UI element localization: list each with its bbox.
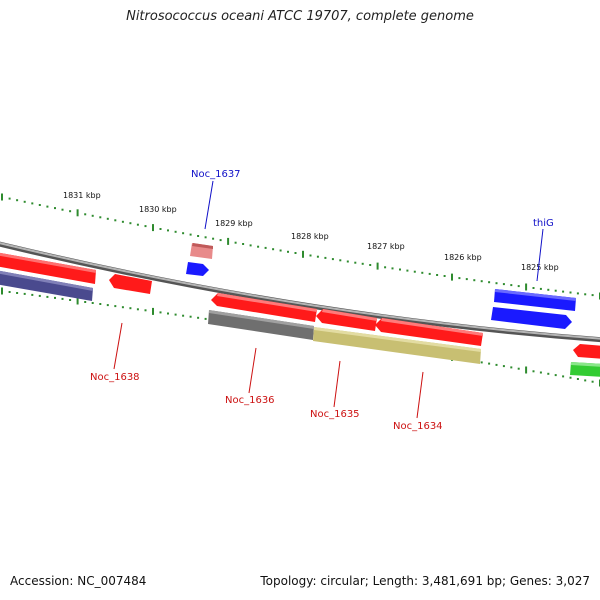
gene-noc-1635-strip[interactable] (313, 327, 481, 364)
gene-right-green-shade (571, 362, 600, 367)
gene-noc-1635[interactable] (316, 309, 377, 331)
gene-noc-1637[interactable] (190, 243, 213, 259)
gene-noc-1636-shade (217, 293, 317, 312)
leader-noc-1636 (248, 347, 257, 394)
gene-right-red[interactable] (573, 344, 600, 359)
gene-thiG[interactable] (494, 289, 576, 311)
gene-left-navy-shade (0, 270, 93, 291)
accession-footer: Accession: NC_007484 (10, 574, 147, 588)
gene-noc-1636[interactable] (211, 293, 317, 322)
kbp-label-1831: 1831 kbp (63, 191, 101, 200)
gene-noc-1637-arrow[interactable] (186, 262, 209, 276)
leader-noc-1637 (204, 180, 214, 230)
label-noc-1636[interactable]: Noc_1636 (225, 395, 275, 406)
gene-noc-1634[interactable] (375, 318, 483, 346)
genome-backbone-highlight (0, 242, 600, 340)
gene-noc-1636-strip[interactable] (208, 310, 314, 340)
label-noc-1637[interactable]: Noc_1637 (191, 169, 241, 180)
summary-footer: Topology: circular; Length: 3,481,691 bp… (260, 574, 590, 588)
label-noc-1634[interactable]: Noc_1634 (393, 421, 443, 432)
label-noc-1638[interactable]: Noc_1638 (90, 372, 140, 383)
gene-left-red[interactable] (0, 252, 96, 284)
label-noc-1635[interactable]: Noc_1635 (310, 409, 360, 420)
leader-noc-1638 (113, 322, 123, 370)
gene-noc-1635-shade (322, 309, 377, 321)
kbp-scale-labels: 1831 kbp 1830 kbp 1829 kbp 1828 kbp 1827… (63, 191, 559, 272)
gene-left-red-shade (0, 252, 96, 273)
outer-tick-row (1, 193, 600, 300)
outer-minor-ticks (8, 197, 594, 297)
genome-title: Nitrosococcus oceani ATCC 19707, complet… (126, 9, 474, 24)
kbp-label-1830: 1830 kbp (139, 205, 177, 214)
kbp-label-1829: 1829 kbp (215, 219, 253, 228)
kbp-label-1827: 1827 kbp (367, 242, 405, 251)
label-thiG[interactable]: thiG (533, 218, 554, 229)
gene-left-navy[interactable] (0, 270, 93, 301)
leader-noc-1634 (416, 371, 424, 419)
gene-noc-1638[interactable] (109, 274, 152, 294)
kbp-label-1825: 1825 kbp (521, 263, 559, 272)
kbp-label-1826: 1826 kbp (444, 253, 482, 262)
gene-thiG-partner[interactable] (491, 307, 572, 329)
gene-noc-1636-strip-shade (209, 310, 314, 329)
leader-noc-1635 (333, 360, 341, 408)
gene-noc-1634-shade (381, 318, 483, 336)
outer-major-ticks (1, 193, 600, 300)
gene-noc-1635-strip-shade (314, 327, 481, 352)
kbp-label-1828: 1828 kbp (291, 232, 329, 241)
leader-thiG (536, 228, 544, 282)
